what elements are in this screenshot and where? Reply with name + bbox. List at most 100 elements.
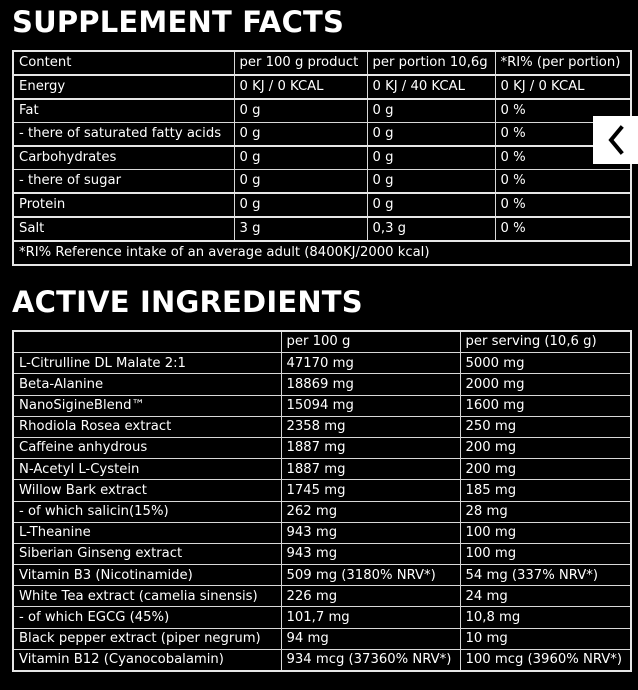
ingredient-row: Caffeine anhydrous 1887 mg 200 mg (12, 436, 632, 460)
value-per-100g: 3 g (233, 216, 368, 242)
facts-row: - there of saturated fatty acids 0 g 0 g… (12, 122, 632, 147)
value-ri: 0 KJ / 0 KCAL (494, 74, 632, 100)
nutrient-name: - there of saturated fatty acids (12, 122, 235, 147)
value-per-portion: 0 g (366, 98, 496, 123)
header-cell: per 100 g (280, 330, 461, 354)
nutrient-name: - there of sugar (12, 169, 235, 194)
ingredient-name: Caffeine anhydrous (12, 436, 282, 460)
ingredient-name: Vitamin B12 (Cyanocobalamin) (12, 648, 282, 672)
active-ingredients-title: ACTIVE INGREDIENTS (12, 285, 363, 319)
ingredient-name: Siberian Ginseng extract (12, 542, 282, 566)
facts-row: Protein 0 g 0 g 0 % (12, 192, 632, 218)
value-per-100g: 0 g (233, 169, 368, 194)
ingredient-name: N-Acetyl L-Cystein (12, 458, 282, 481)
ingredient-row: Beta-Alanine 18869 mg 2000 mg (12, 373, 632, 396)
nutrient-name: Salt (12, 216, 235, 242)
amount-per-100g: 226 mg (280, 585, 461, 608)
ingredient-row: White Tea extract (camelia sinensis) 226 … (12, 585, 632, 608)
amount-per-serving: 200 mg (459, 436, 632, 460)
amount-per-serving: 185 mg (459, 479, 632, 502)
header-cell: per serving (10,6 g) (459, 330, 632, 354)
supplement-facts-table: Content per 100 g product per portion 10… (12, 50, 632, 266)
facts-row: Carbohydrates 0 g 0 g 0 % (12, 145, 632, 170)
header-cell: per 100 g product (233, 50, 368, 76)
ingredient-name: NanoSigineBlend™ (12, 394, 282, 417)
facts-row: Energy 0 KJ / 0 KCAL 0 KJ / 40 KCAL 0 KJ… (12, 74, 632, 100)
value-per-portion: 0,3 g (366, 216, 496, 242)
amount-per-100g: 47170 mg (280, 352, 461, 375)
value-per-portion: 0 g (366, 145, 496, 170)
ingredient-row: L-Citrulline DL Malate 2:1 47170 mg 5000 m… (12, 352, 632, 375)
amount-per-serving: 100 mg (459, 521, 632, 544)
amount-per-100g: 1887 mg (280, 436, 461, 460)
header-cell: per portion 10,6g (366, 50, 496, 76)
amount-per-100g: 934 mcg (37360% NRV*) (280, 648, 461, 672)
ingredient-name: L-Theanine (12, 521, 282, 544)
amount-per-100g: 2358 mg (280, 415, 461, 438)
ingredient-row: Black pepper extract (piper negrum) 94 mg… (12, 627, 632, 650)
supplement-facts-title: SUPPLEMENT FACTS (12, 5, 345, 39)
active-ingredients-table: per 100 g per serving (10,6 g) L-Citrull… (12, 330, 632, 672)
ingredient-row: NanoSigineBlend™ 15094 mg 1600 mg (12, 394, 632, 417)
amount-per-serving: 2000 mg (459, 373, 632, 396)
value-per-100g: 0 g (233, 192, 368, 218)
amount-per-serving: 1600 mg (459, 394, 632, 417)
facts-row: Salt 3 g 0,3 g 0 % (12, 216, 632, 242)
header-cell: Content (12, 50, 235, 76)
value-per-portion: 0 g (366, 169, 496, 194)
ingredient-name: Vitamin B3 (Nicotinamide) (12, 564, 282, 587)
ingredient-row: L-Theanine 943 mg 100 mg (12, 521, 632, 544)
amount-per-100g: 509 mg (3180% NRV*) (280, 564, 461, 587)
value-per-100g: 0 g (233, 122, 368, 147)
amount-per-100g: 1745 mg (280, 479, 461, 502)
amount-per-serving: 250 mg (459, 415, 632, 438)
value-per-portion: 0 g (366, 122, 496, 147)
chevron-left-icon (607, 125, 624, 155)
value-per-100g: 0 KJ / 0 KCAL (233, 74, 368, 100)
facts-row: Fat 0 g 0 g 0 % (12, 98, 632, 123)
ingredient-name: Beta-Alanine (12, 373, 282, 396)
amount-per-serving: 10 mg (459, 627, 632, 650)
ingredient-row: Vitamin B3 (Nicotinamide) 509 mg (3180% N… (12, 564, 632, 587)
ingredient-name: Willow Bark extract (12, 479, 282, 502)
amount-per-100g: 262 mg (280, 500, 461, 523)
ingredient-row: - of which EGCG (45%) 101,7 mg 10,8 mg (12, 606, 632, 629)
value-ri: 0 % (494, 216, 632, 242)
amount-per-serving: 100 mcg (3960% NRV*) (459, 648, 632, 672)
amount-per-serving: 100 mg (459, 542, 632, 566)
header-cell: *RI% (per portion) (494, 50, 632, 76)
amount-per-serving: 10,8 mg (459, 606, 632, 629)
amount-per-100g: 15094 mg (280, 394, 461, 417)
amount-per-serving: 54 mg (337% NRV*) (459, 564, 632, 587)
amount-per-100g: 94 mg (280, 627, 461, 650)
amount-per-100g: 101,7 mg (280, 606, 461, 629)
amount-per-serving: 5000 mg (459, 352, 632, 375)
previous-button[interactable] (593, 116, 638, 164)
header-cell (12, 330, 282, 354)
ingredient-row: N-Acetyl L-Cystein 1887 mg 200 mg (12, 458, 632, 481)
value-ri: 0 % (494, 192, 632, 218)
ingredient-name: - of which EGCG (45%) (12, 606, 282, 629)
nutrient-name: Protein (12, 192, 235, 218)
value-per-100g: 0 g (233, 145, 368, 170)
ingredient-row: Willow Bark extract 1745 mg 185 mg (12, 479, 632, 502)
facts-row: - there of sugar 0 g 0 g 0 % (12, 169, 632, 194)
ingredient-name: Black pepper extract (piper negrum) (12, 627, 282, 650)
ingredients-header-row: per 100 g per serving (10,6 g) (12, 330, 632, 354)
nutrient-name: Fat (12, 98, 235, 123)
nutrient-name: Energy (12, 74, 235, 100)
facts-header-row: Content per 100 g product per portion 10… (12, 50, 632, 76)
ingredient-name: Rhodiola Rosea extract (12, 415, 282, 438)
ingredient-row: Rhodiola Rosea extract 2358 mg 250 mg (12, 415, 632, 438)
ingredient-name: L-Citrulline DL Malate 2:1 (12, 352, 282, 375)
value-per-portion: 0 KJ / 40 KCAL (366, 74, 496, 100)
nutrient-name: Carbohydrates (12, 145, 235, 170)
amount-per-100g: 943 mg (280, 521, 461, 544)
facts-footnote: *RI% Reference intake of an average adul… (12, 240, 632, 266)
ingredient-row: Vitamin B12 (Cyanocobalamin) 934 mcg (373… (12, 648, 632, 672)
value-ri: 0 % (494, 169, 632, 194)
amount-per-serving: 28 mg (459, 500, 632, 523)
ingredient-name: - of which salicin(15%) (12, 500, 282, 523)
ingredient-name: White Tea extract (camelia sinensis) (12, 585, 282, 608)
amount-per-serving: 200 mg (459, 458, 632, 481)
